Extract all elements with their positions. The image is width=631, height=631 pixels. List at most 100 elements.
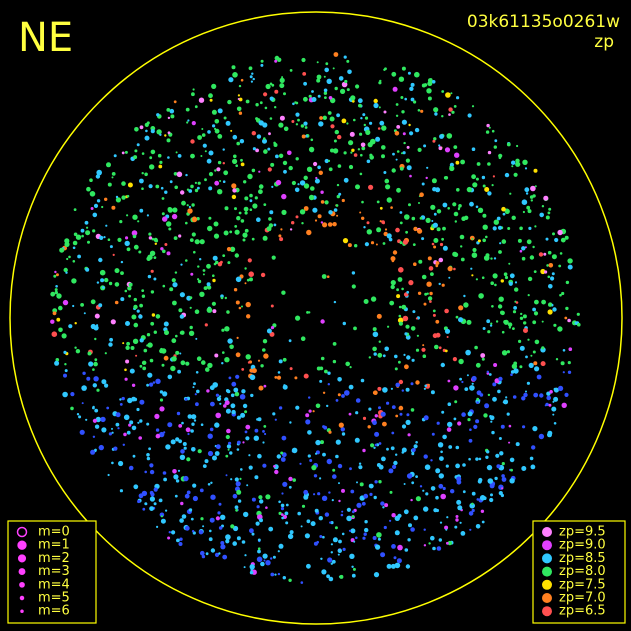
star xyxy=(547,250,552,255)
star xyxy=(360,153,363,157)
star xyxy=(503,272,508,277)
star xyxy=(558,385,564,391)
star xyxy=(547,275,551,279)
star xyxy=(204,150,207,153)
magnitude-label: m=6 xyxy=(38,604,70,619)
star xyxy=(321,495,328,501)
star xyxy=(433,245,437,249)
star xyxy=(263,353,269,359)
star xyxy=(167,131,171,135)
star xyxy=(241,368,245,371)
star xyxy=(141,187,144,190)
star xyxy=(545,402,549,407)
star xyxy=(433,137,437,141)
star xyxy=(355,84,360,89)
star xyxy=(221,362,224,365)
star xyxy=(538,252,544,257)
star xyxy=(178,308,183,313)
star xyxy=(360,378,365,383)
star xyxy=(367,425,371,429)
star xyxy=(245,424,251,430)
star xyxy=(94,424,100,429)
star xyxy=(389,300,395,306)
star xyxy=(391,71,397,77)
star xyxy=(343,55,347,59)
star xyxy=(238,97,243,102)
star xyxy=(401,447,407,453)
star xyxy=(431,432,435,436)
star xyxy=(259,499,264,504)
star xyxy=(90,299,96,305)
star xyxy=(160,518,166,524)
star xyxy=(180,501,184,506)
star xyxy=(146,453,150,457)
star xyxy=(403,141,406,145)
zp-label: zp=7.0 xyxy=(559,591,606,606)
star xyxy=(144,172,148,177)
star xyxy=(486,370,489,373)
star xyxy=(343,151,347,155)
star xyxy=(145,129,148,133)
star xyxy=(124,377,128,381)
star xyxy=(351,515,355,519)
star xyxy=(417,291,422,295)
magnitude-label: m=1 xyxy=(38,538,70,553)
star xyxy=(441,283,445,287)
star xyxy=(239,477,242,480)
star xyxy=(460,159,465,165)
star xyxy=(553,422,557,425)
star xyxy=(332,67,335,70)
star xyxy=(333,300,337,304)
star xyxy=(422,344,425,347)
star xyxy=(236,448,240,451)
star xyxy=(132,454,136,458)
star xyxy=(124,150,128,154)
star xyxy=(153,502,157,506)
star xyxy=(469,385,475,391)
star xyxy=(395,382,401,388)
star xyxy=(128,282,133,287)
star xyxy=(240,78,244,82)
star xyxy=(306,563,311,569)
star xyxy=(504,172,510,178)
star xyxy=(302,72,307,76)
star xyxy=(477,207,484,213)
star xyxy=(263,149,268,154)
star xyxy=(62,299,69,306)
star xyxy=(412,310,416,314)
star xyxy=(301,57,306,63)
star xyxy=(322,222,328,228)
star xyxy=(153,256,157,259)
star xyxy=(276,454,281,459)
star xyxy=(128,465,134,471)
star xyxy=(280,228,283,231)
magnitude-symbol xyxy=(18,568,26,576)
star xyxy=(544,270,548,274)
star xyxy=(81,402,84,405)
star xyxy=(192,386,195,389)
star xyxy=(148,232,152,236)
star xyxy=(130,346,135,350)
star xyxy=(209,529,212,533)
star xyxy=(152,381,156,384)
star xyxy=(228,77,234,83)
star xyxy=(456,96,460,100)
star xyxy=(283,384,286,387)
star xyxy=(481,520,485,524)
star xyxy=(488,126,491,129)
star xyxy=(338,539,342,544)
star xyxy=(484,187,490,192)
star xyxy=(201,128,204,130)
star xyxy=(547,211,551,215)
star xyxy=(545,237,549,241)
star xyxy=(137,499,141,504)
star xyxy=(163,321,169,327)
star xyxy=(303,489,309,495)
star xyxy=(389,519,392,522)
star xyxy=(439,521,443,524)
star xyxy=(392,250,398,255)
star xyxy=(314,508,319,513)
star xyxy=(344,390,350,396)
star xyxy=(109,245,113,249)
star xyxy=(191,232,196,237)
